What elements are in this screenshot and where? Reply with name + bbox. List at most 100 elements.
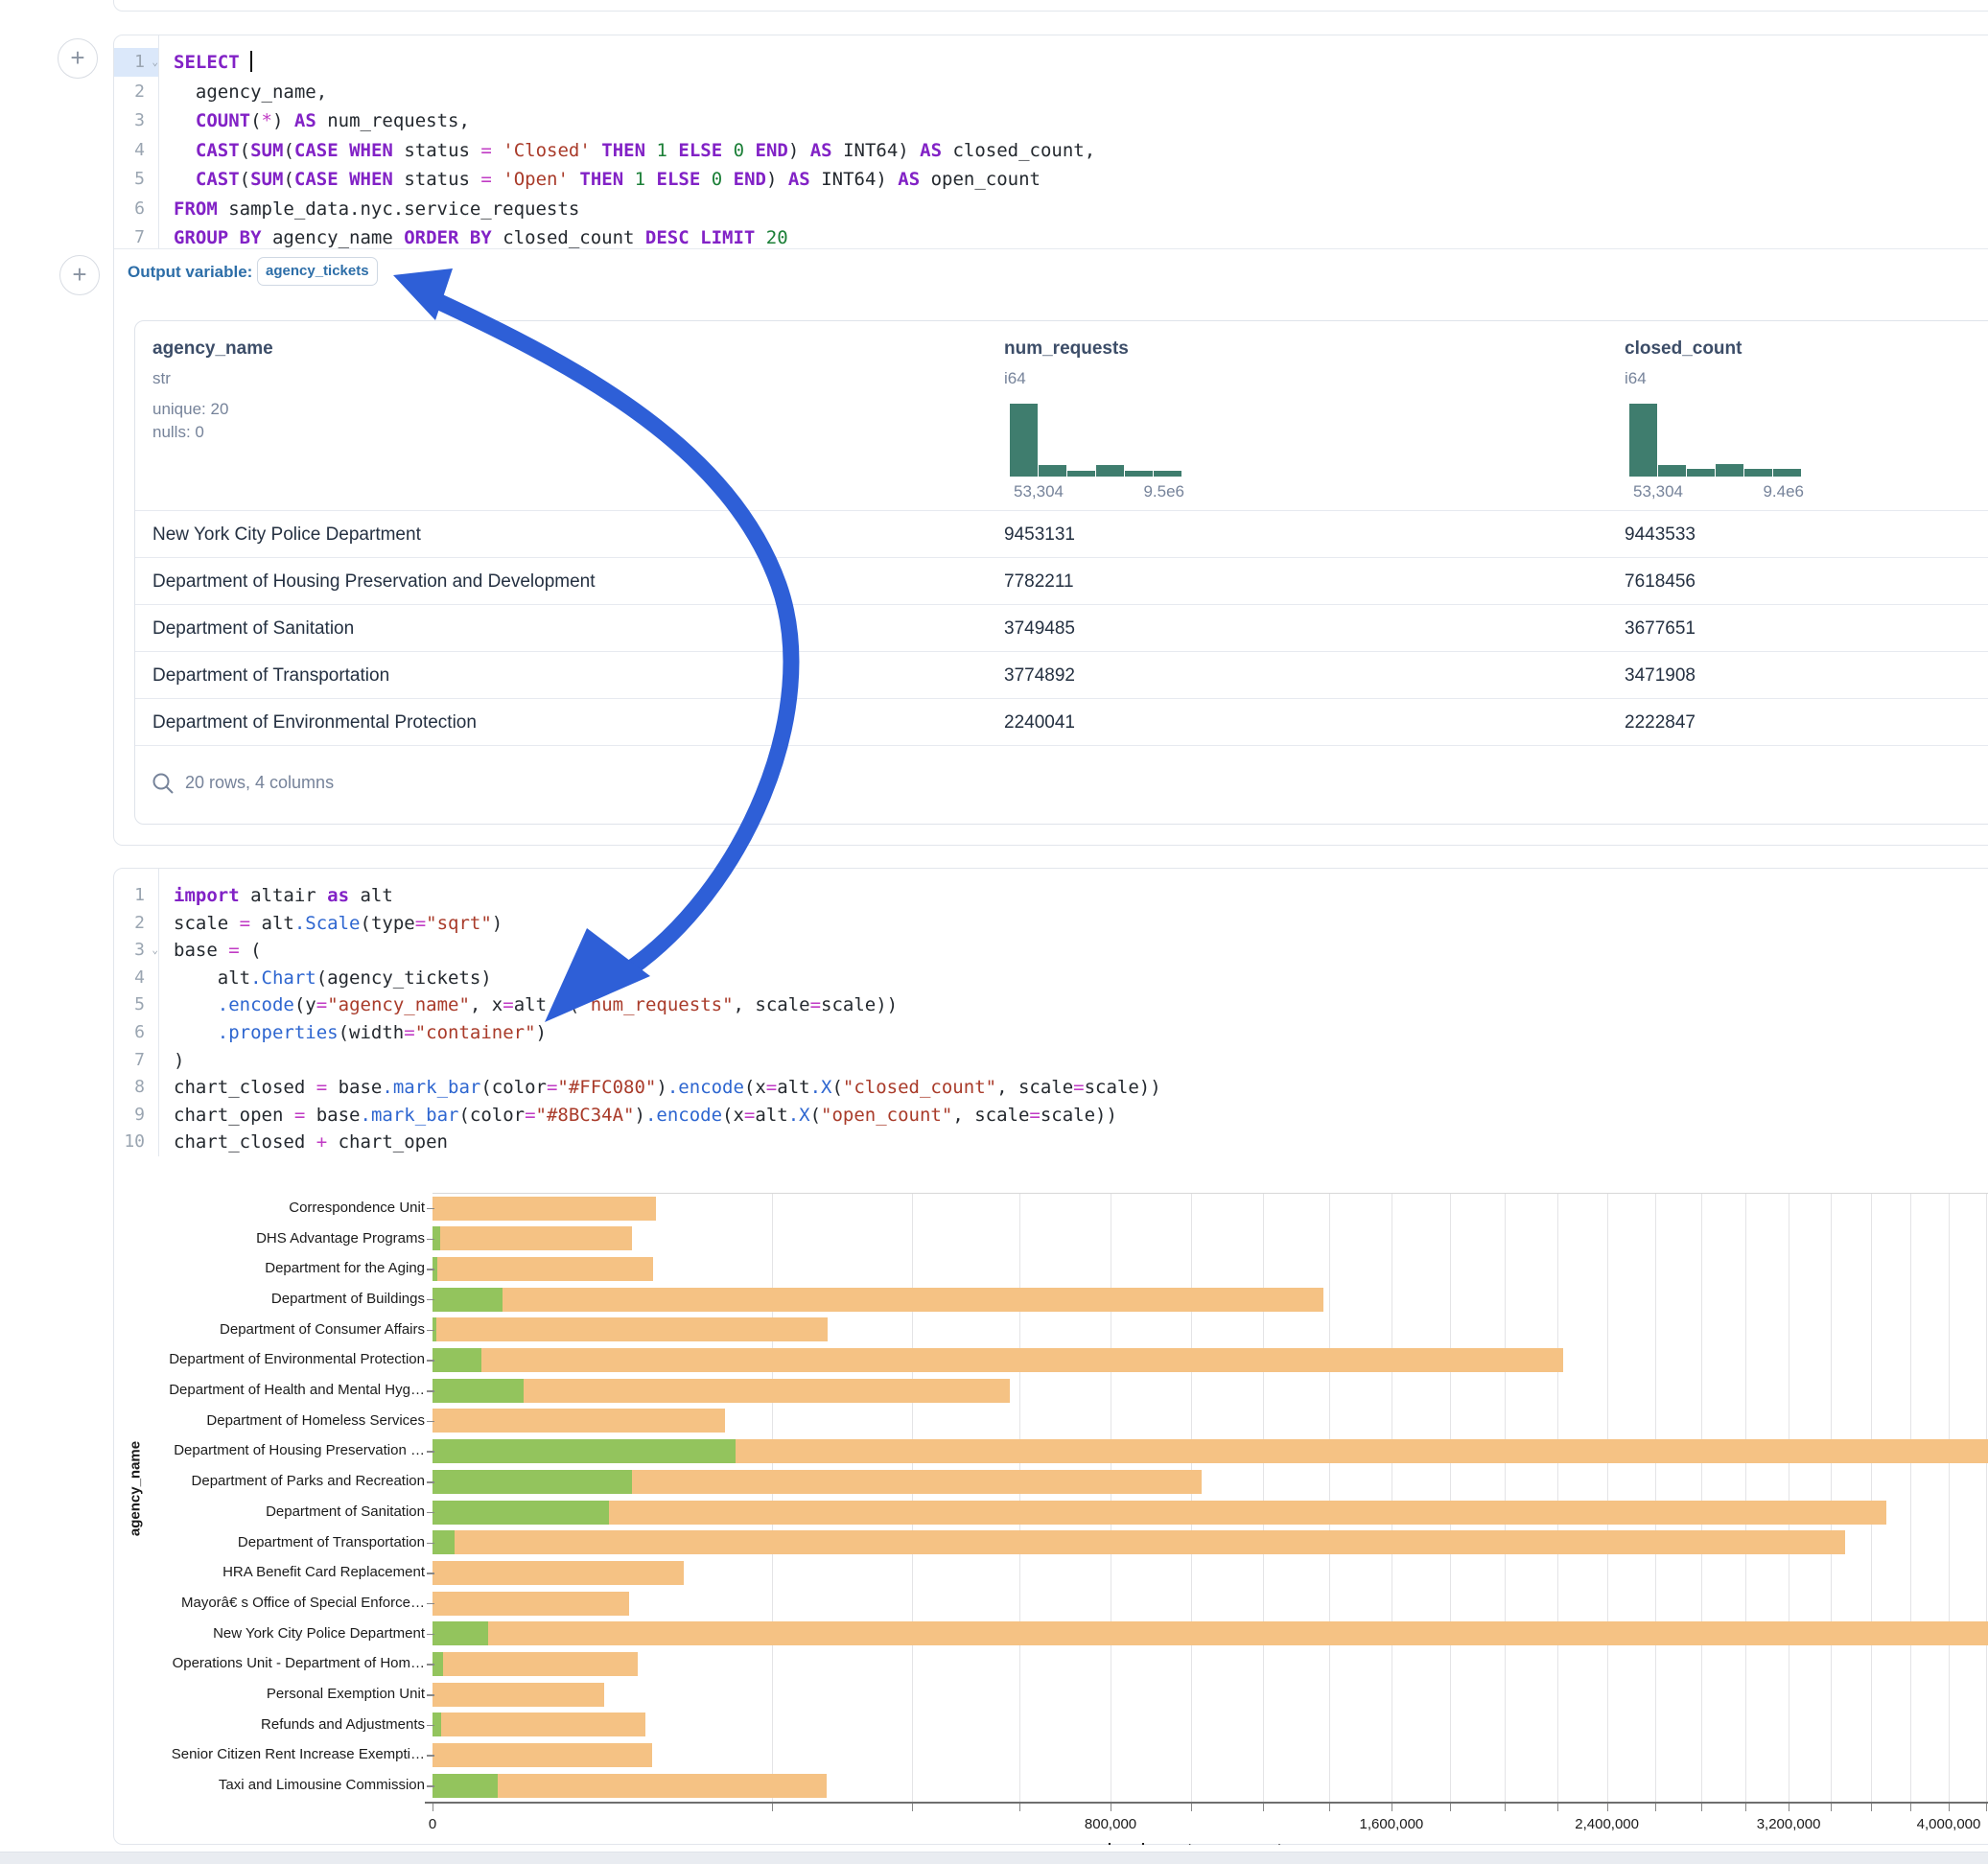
bar-open_count[interactable] — [433, 1348, 481, 1372]
bar-open_count[interactable] — [433, 1621, 488, 1645]
line-number: 1 — [114, 881, 158, 910]
bar-closed_count[interactable] — [433, 1348, 1563, 1372]
y-axis-label: Department of Transportation — [114, 1534, 425, 1551]
table-row[interactable]: Department of Transportation377489234719… — [135, 651, 1988, 699]
add-cell-button-top[interactable]: + — [58, 38, 98, 79]
y-axis-title: agency_name — [128, 1355, 144, 1623]
python-editor[interactable]: 1import altair as alt2scale = alt.Scale(… — [114, 869, 1988, 1156]
bar-closed_count[interactable] — [433, 1713, 645, 1736]
code-line[interactable]: base = ( — [174, 936, 1988, 965]
y-axis-tick — [427, 1481, 434, 1483]
code-line[interactable]: import altair as alt — [174, 881, 1988, 910]
code-line[interactable]: COUNT(*) AS num_requests, — [174, 106, 1988, 135]
bar-closed_count[interactable] — [433, 1621, 1988, 1645]
y-axis-tick — [427, 1573, 434, 1574]
column-name[interactable]: closed_count — [1625, 338, 1742, 360]
x-axis-tick-label: 3,200,000 — [1721, 1816, 1856, 1832]
x-axis-tick — [1505, 1804, 1506, 1811]
line-number: 5 — [114, 165, 158, 194]
y-axis-label: DHS Advantage Programs — [114, 1230, 425, 1247]
add-cell-button-middle[interactable]: + — [59, 255, 100, 295]
table-row[interactable]: Department of Environmental Protection22… — [135, 698, 1988, 746]
cell-agency-name: Department of Transportation — [152, 652, 389, 699]
code-line[interactable]: agency_name, — [174, 78, 1988, 106]
bar-open_count[interactable] — [433, 1379, 524, 1403]
code-line[interactable]: ) — [174, 1046, 1988, 1075]
line-number: 3⌄ — [114, 936, 158, 965]
bar-open_count[interactable] — [433, 1470, 632, 1494]
bar-closed_count[interactable] — [433, 1592, 629, 1616]
table-row[interactable]: Department of Sanitation37494853677651 — [135, 604, 1988, 652]
bar-closed_count[interactable] — [433, 1409, 725, 1433]
y-axis-tick — [427, 1360, 434, 1362]
code-line[interactable]: chart_closed = base.mark_bar(color="#FFC… — [174, 1073, 1988, 1102]
y-axis-tick — [427, 1330, 434, 1332]
bar-closed_count[interactable] — [433, 1288, 1323, 1312]
output-variable-pill[interactable]: agency_tickets — [257, 257, 378, 286]
line-number: 9 — [114, 1101, 158, 1130]
output-variable-label: Output variable: — [128, 263, 252, 282]
x-axis-tick — [1701, 1804, 1702, 1811]
y-axis-tick — [427, 1755, 434, 1757]
bar-closed_count[interactable] — [433, 1561, 684, 1585]
histogram-min-label: 53,304 — [1014, 482, 1064, 501]
column-type: i64 — [1625, 369, 1647, 388]
cell-value: 7782211 — [1004, 558, 1074, 605]
line-number: 6 — [114, 1018, 158, 1047]
y-axis-tick — [427, 1451, 434, 1453]
y-axis-label: Department of Housing Preservation … — [114, 1442, 425, 1459]
bar-closed_count[interactable] — [433, 1317, 828, 1341]
y-axis-tick — [427, 1239, 434, 1241]
x-axis-tick-label: 0 — [365, 1816, 500, 1832]
bar-closed_count[interactable] — [433, 1257, 653, 1281]
gutter-separator — [158, 869, 159, 1156]
bar-open_count[interactable] — [433, 1774, 498, 1798]
x-axis-tick — [1329, 1804, 1330, 1811]
y-axis-label: Senior Citizen Rent Increase Exempti… — [114, 1746, 425, 1763]
cell-value: 3749485 — [1004, 605, 1075, 652]
bar-closed_count[interactable] — [433, 1501, 1886, 1525]
gridline — [1263, 1193, 1264, 1802]
code-line[interactable]: chart_closed + chart_open — [174, 1128, 1988, 1156]
bar-open_count[interactable] — [433, 1439, 736, 1463]
histogram-max-label: 9.4e6 — [1744, 482, 1804, 501]
cell-agency-name: Department of Environmental Protection — [152, 699, 477, 746]
code-line[interactable]: .properties(width="container") — [174, 1018, 1988, 1047]
bar-closed_count[interactable] — [433, 1197, 656, 1221]
column-name[interactable]: num_requests — [1004, 338, 1129, 360]
notebook-page: { "ui": { "add_button_label": "+", "outp… — [0, 0, 1988, 1864]
gridline — [772, 1193, 773, 1802]
bar-closed_count[interactable] — [433, 1652, 638, 1676]
sql-editor[interactable]: 1⌄SELECT 2 agency_name,3 COUNT(*) AS num… — [114, 35, 1988, 248]
table-footer: 20 rows, 4 columns — [135, 745, 1988, 825]
code-line[interactable]: alt.Chart(agency_tickets) — [174, 964, 1988, 992]
x-axis-tick — [1607, 1804, 1608, 1811]
table-row[interactable]: Department of Housing Preservation and D… — [135, 557, 1988, 605]
bar-open_count[interactable] — [433, 1288, 503, 1312]
bar-closed_count[interactable] — [433, 1530, 1845, 1554]
bar-closed_count[interactable] — [433, 1743, 652, 1767]
code-line[interactable]: chart_open = base.mark_bar(color="#8BC34… — [174, 1101, 1988, 1130]
code-line[interactable]: CAST(SUM(CASE WHEN status = 'Open' THEN … — [174, 165, 1988, 194]
cell-agency-name: New York City Police Department — [152, 511, 421, 558]
previous-cell-card — [113, 0, 1988, 12]
x-axis-tick — [1263, 1804, 1264, 1811]
gridline — [1986, 1193, 1987, 1802]
bar-open_count[interactable] — [433, 1530, 455, 1554]
code-line[interactable]: CAST(SUM(CASE WHEN status = 'Closed' THE… — [174, 136, 1988, 165]
gridline — [1329, 1193, 1330, 1802]
y-axis-label: Department of Consumer Affairs — [114, 1321, 425, 1339]
gridline — [1505, 1193, 1506, 1802]
bar-closed_count[interactable] — [433, 1683, 604, 1707]
gridline — [1607, 1193, 1608, 1802]
code-line[interactable]: SELECT — [174, 48, 1988, 77]
bar-closed_count[interactable] — [433, 1226, 632, 1250]
table-row[interactable]: New York City Police Department945313194… — [135, 510, 1988, 558]
code-line[interactable]: scale = alt.Scale(type="sqrt") — [174, 909, 1988, 938]
code-line[interactable]: FROM sample_data.nyc.service_requests — [174, 195, 1988, 223]
gridline — [1949, 1193, 1950, 1802]
code-line[interactable]: .encode(y="agency_name", x=alt.X("num_re… — [174, 990, 1988, 1019]
search-icon[interactable] — [151, 771, 175, 796]
column-name[interactable]: agency_name — [152, 338, 273, 360]
bar-open_count[interactable] — [433, 1501, 609, 1525]
